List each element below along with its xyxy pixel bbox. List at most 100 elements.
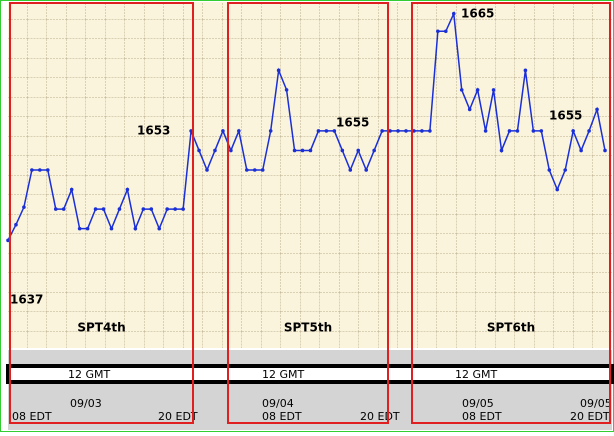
point [284,88,289,92]
point [483,129,488,133]
point [340,148,345,153]
price-line [7,10,606,241]
point [38,168,42,172]
time-label: 08 EDT [12,410,52,423]
point [181,207,185,211]
point [237,129,241,133]
point [229,148,233,153]
gmt-label: 12 GMT [262,368,305,381]
annotation: 1653 [137,124,170,138]
date-label: 09/05 [580,397,612,410]
point [205,168,209,172]
time-label: 08 EDT [262,410,302,423]
point [213,148,217,153]
gmt-label: 12 GMT [68,368,111,381]
point [77,226,82,231]
point [539,129,544,133]
point [101,207,106,211]
point [523,68,528,73]
point [348,168,353,172]
time-label: 20 EDT [360,410,400,423]
date-label: 09/04 [262,397,294,410]
point [308,148,313,153]
point [6,238,10,243]
point [189,129,193,133]
point [491,88,496,92]
point [380,129,384,133]
point [412,129,416,133]
annotation: 1637 [10,293,43,307]
point [595,107,599,112]
point [324,129,329,133]
gmt-bar [6,364,614,384]
point [221,129,225,133]
time-label: 20 EDT [570,410,610,423]
point [475,88,480,92]
annotation: 1655 [336,116,369,130]
time-axis [8,350,612,430]
point [515,129,520,133]
point [157,226,162,231]
point [555,187,560,192]
region-label: SPT6th [487,321,535,335]
point [428,129,432,133]
time-label: 08 EDT [462,410,502,423]
annotation: 1665 [461,7,494,21]
point [292,148,297,153]
point [420,129,424,133]
point [579,148,583,153]
point [388,129,392,133]
region-label: SPT4th [77,321,125,335]
point [165,207,169,211]
point [531,129,536,133]
point [14,222,18,227]
point [46,168,50,172]
point [125,187,130,192]
point [356,148,361,153]
point [61,207,66,211]
point [85,226,90,231]
date-label: 09/05 [462,397,494,410]
point [197,148,201,153]
point [451,11,456,16]
region-label: SPT5th [284,321,332,335]
point [69,187,74,192]
date-label: 09/03 [70,397,102,410]
point [396,129,400,133]
point [117,207,122,211]
region-box [411,2,611,424]
point [252,168,257,172]
point [149,207,154,211]
point [587,129,591,133]
point [268,129,273,133]
point [571,129,575,133]
point [22,205,26,209]
point [563,168,567,172]
point [459,88,464,92]
point [507,129,512,133]
point [547,168,552,172]
point [364,168,369,172]
time-label: 20 EDT [158,410,198,423]
grid [8,2,612,348]
point [276,68,281,73]
point [467,107,472,112]
point [260,168,265,172]
point [93,207,98,211]
point [372,148,376,153]
point [436,29,440,34]
point [109,226,114,231]
point [53,207,58,211]
point [603,148,607,153]
gmt-label: 12 GMT [455,368,498,381]
point [173,207,177,211]
point [30,168,34,172]
point [316,129,321,133]
point [245,168,249,172]
region-box [227,2,389,424]
point [444,29,448,34]
point [404,129,408,133]
